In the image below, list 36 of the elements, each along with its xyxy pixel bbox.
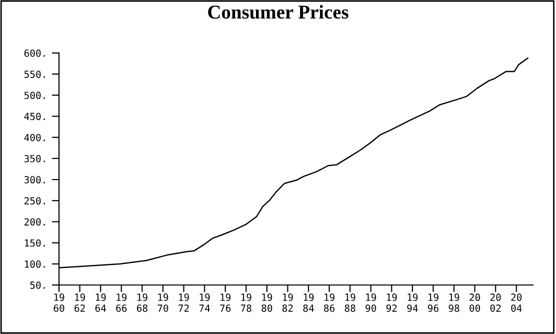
x-tick-label: 19 72 xyxy=(178,294,189,312)
x-tick-label: 19 82 xyxy=(282,294,293,312)
x-tick-label: 20 04 xyxy=(511,294,522,312)
x-tick-label: 19 70 xyxy=(158,294,168,312)
y-tick-label: 100. xyxy=(24,260,45,268)
chart-title: Consumer Prices xyxy=(208,5,348,19)
y-tick-label: 550. xyxy=(24,70,45,78)
x-tick-label: 19 96 xyxy=(428,294,438,312)
x-tick-label: 19 90 xyxy=(366,294,376,312)
y-tick-label: 600. xyxy=(24,50,45,57)
y-tick-label: 150. xyxy=(24,239,45,247)
y-tick-label: 250. xyxy=(24,197,45,204)
x-tick-label: 19 62 xyxy=(74,294,85,312)
y-tick-label: 350. xyxy=(24,154,45,162)
y-tick-label: 400. xyxy=(24,134,45,142)
x-tick-label: 19 86 xyxy=(324,294,334,312)
y-tick-label: 200. xyxy=(24,218,45,226)
x-tick-label: 19 98 xyxy=(448,294,460,312)
x-tick-label: 19 80 xyxy=(262,294,272,312)
x-tick-label: 20 00 xyxy=(470,294,480,312)
x-tick-label: 19 84 xyxy=(303,294,314,312)
x-tick-label: 19 88 xyxy=(344,294,356,312)
y-tick-label: 300. xyxy=(24,176,45,184)
x-tick-label: 19 74 xyxy=(199,294,210,312)
x-tick-label: 19 60 xyxy=(54,294,64,312)
x-tick-label: 20 02 xyxy=(490,294,501,312)
x-tick-label: 19 68 xyxy=(136,294,148,312)
x-tick-label: 19 64 xyxy=(95,294,106,312)
y-tick-label: 50. xyxy=(30,282,45,289)
x-tick-label: 19 78 xyxy=(240,294,252,312)
x-tick-label: 19 92 xyxy=(386,294,397,312)
y-tick-label: 500. xyxy=(24,92,45,100)
x-tick-label: 19 76 xyxy=(220,294,231,312)
x-tick-label: 19 66 xyxy=(116,294,127,312)
y-tick-label: 450. xyxy=(24,112,45,120)
x-tick-label: 19 94 xyxy=(407,294,418,312)
